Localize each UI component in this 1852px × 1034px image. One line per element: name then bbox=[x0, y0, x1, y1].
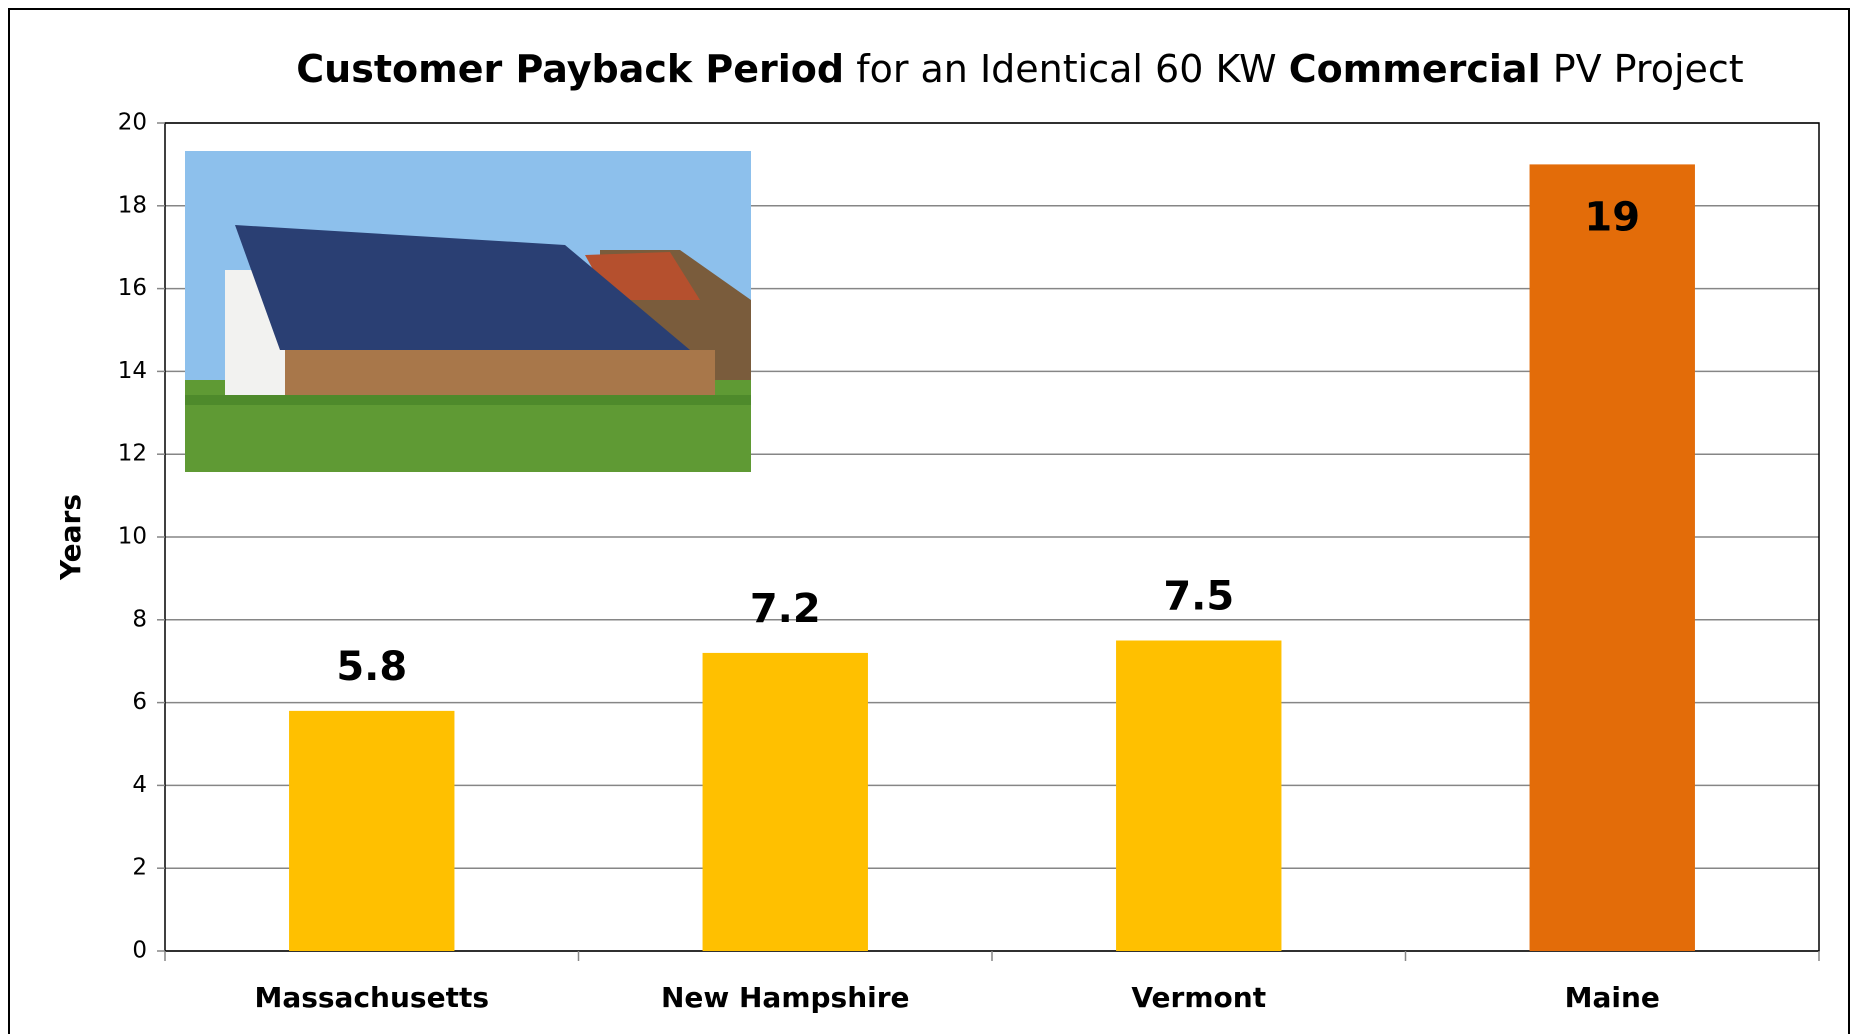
y-tick-label: 20 bbox=[118, 110, 147, 136]
x-tick-label: Vermont bbox=[1131, 981, 1266, 1014]
y-tick-label: 10 bbox=[118, 524, 147, 550]
y-tick-label: 18 bbox=[118, 192, 147, 218]
data-label: 7.2 bbox=[750, 586, 821, 632]
y-tick-label: 0 bbox=[132, 938, 147, 964]
y-tick-label: 14 bbox=[118, 358, 147, 384]
title-part: Commercial bbox=[1289, 47, 1541, 91]
data-label: 7.5 bbox=[1163, 574, 1234, 620]
bar bbox=[1116, 640, 1282, 951]
photo-inset bbox=[185, 151, 751, 472]
y-tick-label: 8 bbox=[132, 606, 147, 632]
chart-title: Customer Payback Period for an Identical… bbox=[296, 47, 1743, 91]
y-tick-label: 16 bbox=[118, 275, 147, 301]
x-tick-label: New Hampshire bbox=[661, 981, 910, 1014]
bar bbox=[702, 652, 868, 951]
y-axis-label: Years bbox=[54, 494, 87, 581]
bar bbox=[289, 710, 455, 951]
x-tick-label: Maine bbox=[1565, 981, 1660, 1014]
x-tick-label: Massachusetts bbox=[254, 981, 489, 1014]
y-tick-label: 12 bbox=[118, 441, 147, 467]
title-part: for an Identical 60 KW bbox=[844, 47, 1289, 91]
bar bbox=[1529, 164, 1695, 951]
title-part: Customer Payback Period bbox=[296, 47, 844, 91]
title-part: PV Project bbox=[1541, 47, 1744, 91]
data-label: 5.8 bbox=[336, 644, 407, 690]
y-tick-label: 2 bbox=[132, 855, 147, 881]
y-tick-label: 6 bbox=[132, 689, 147, 715]
y-tick-label: 4 bbox=[132, 772, 147, 798]
data-label: 19 bbox=[1584, 194, 1640, 240]
